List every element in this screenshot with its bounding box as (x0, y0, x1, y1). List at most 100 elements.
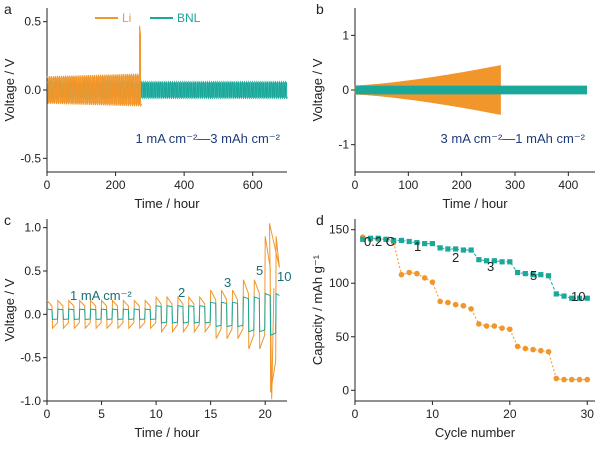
data-point-li (476, 321, 482, 327)
data-point-li (398, 271, 405, 278)
rate-annotation: 2 (178, 285, 185, 300)
condition-label: 1 mA cm⁻²—3 mAh cm⁻² (136, 131, 281, 146)
data-point-bnl (484, 258, 490, 264)
y-tick-label: 0.5 (24, 264, 41, 278)
rate-annotation: 0.2 C (364, 234, 395, 249)
x-tick-label: 200 (452, 178, 472, 192)
panel-a: a 0 200 400 600 -0.5 0.0 0.5 Time / hour Voltage … (2, 1, 288, 211)
y-tick-label: 100 (329, 276, 349, 290)
data-point-li (514, 343, 521, 350)
legend-li-label: Li (122, 11, 131, 25)
rate-annotation: 1 mA cm⁻² (70, 288, 132, 303)
data-point-bnl (522, 271, 528, 277)
data-point-li (406, 269, 412, 276)
data-point-bnl (460, 247, 466, 253)
series-li-trace (46, 25, 142, 107)
data-point-bnl (429, 241, 436, 247)
rate-annotation: 10 (571, 289, 585, 304)
data-point-bnl (561, 293, 567, 299)
panel-label: a (4, 1, 12, 17)
data-point-li (445, 299, 451, 306)
data-point-li (561, 376, 567, 383)
y-axis-label: Capacity / mAh g⁻¹ (310, 254, 325, 365)
x-tick-label: 400 (174, 178, 194, 192)
y-axis-label: Voltage / V (2, 278, 17, 341)
data-point-bnl (507, 259, 513, 265)
data-point-bnl (406, 238, 412, 245)
data-point-bnl (553, 291, 559, 297)
x-tick-label: 0 (352, 178, 359, 192)
x-tick-label: 200 (106, 178, 126, 192)
y-tick-label: -0.5 (20, 151, 41, 165)
y-tick-label: 1.0 (24, 221, 41, 235)
x-tick-label: 15 (204, 407, 218, 421)
x-axis-label: Time / hour (442, 196, 508, 211)
y-tick-label: -1.0 (20, 394, 41, 408)
x-tick-label: 20 (259, 407, 273, 421)
data-point-bnl (383, 236, 389, 242)
y-tick-label: 1 (342, 28, 349, 42)
x-tick-label: 0 (352, 407, 359, 421)
data-point-li (414, 270, 420, 277)
data-point-bnl (375, 235, 381, 241)
data-point-bnl (367, 235, 374, 241)
rate-annotation: 2 (452, 250, 459, 265)
y-tick-label: -1 (338, 138, 349, 152)
y-tick-label: 0 (342, 83, 349, 97)
panel-d: d 0 10 20 30 0 50 100 150 Cycle number Capacity / … (310, 212, 595, 440)
x-tick-label: 100 (398, 178, 418, 192)
rate-annotation: 1 (414, 239, 421, 254)
y-axis-label: Voltage / V (2, 58, 17, 121)
data-point-bnl (391, 237, 397, 244)
rate-annotation: 3 (487, 259, 494, 274)
data-point-bnl (422, 241, 428, 247)
data-point-bnl (476, 257, 482, 263)
data-point-bnl (445, 246, 451, 252)
data-point-li (460, 302, 467, 309)
data-point-bnl (360, 236, 366, 242)
data-point-li (483, 323, 490, 329)
y-tick-label: 50 (336, 330, 350, 344)
x-tick-label: 0 (44, 407, 51, 421)
x-tick-label: 5 (98, 407, 105, 421)
data-point-li (491, 323, 498, 329)
data-point-li (421, 275, 428, 281)
data-point-li (437, 298, 443, 305)
series-bnl-trace (46, 292, 280, 336)
data-point-bnl (414, 239, 420, 246)
panel-c: c 0 5 10 15 20 -1.0 -0.5 0.0 0.5 1.0 Time / hour Vol… (2, 212, 291, 440)
y-tick-label: 0.0 (24, 307, 41, 321)
series-li-line (362, 236, 588, 381)
data-point-li (530, 346, 536, 353)
data-point-li (568, 376, 575, 383)
data-point-bnl (491, 258, 497, 264)
legend-bnl-label: BNL (177, 11, 201, 25)
data-point-bnl (398, 237, 405, 244)
series-bnl-line (362, 237, 588, 299)
legend: Li BNL (95, 11, 201, 25)
y-tick-label: 0 (342, 383, 349, 397)
data-point-li (452, 301, 459, 308)
data-point-li (538, 347, 544, 354)
data-point-li (522, 345, 529, 352)
x-tick-label: 10 (426, 407, 440, 421)
x-tick-label: 30 (581, 407, 595, 421)
data-point-li (584, 376, 591, 383)
panel-label: c (4, 212, 11, 228)
y-tick-label: 0.0 (24, 83, 41, 97)
data-point-bnl (569, 295, 575, 301)
data-point-li (576, 376, 583, 383)
panel-label: b (316, 1, 324, 17)
data-point-bnl (530, 272, 536, 278)
y-tick-label: -0.5 (20, 351, 41, 365)
data-point-bnl (437, 245, 443, 251)
data-point-bnl (453, 246, 459, 252)
x-tick-label: 10 (149, 407, 163, 421)
data-point-li (553, 375, 560, 382)
x-axis-label: Time / hour (134, 196, 200, 211)
x-tick-label: 300 (505, 178, 525, 192)
rate-annotation: 10 (277, 269, 291, 284)
rate-annotation: 5 (256, 263, 263, 278)
